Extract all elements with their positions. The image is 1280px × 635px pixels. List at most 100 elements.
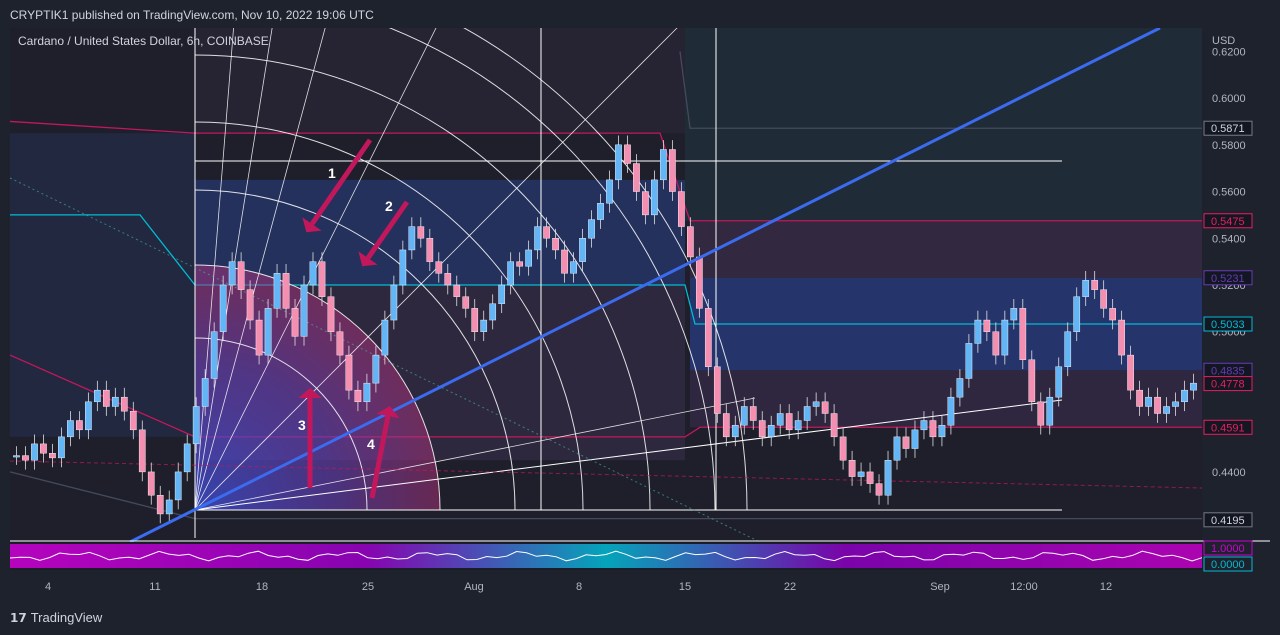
candle-body <box>929 420 937 438</box>
annotation-arrow <box>309 138 373 226</box>
candle-body <box>848 460 856 477</box>
candle-body <box>1154 396 1161 414</box>
candle-body <box>525 249 532 267</box>
candle-body <box>713 366 721 414</box>
candle-body <box>1001 319 1009 356</box>
candle-body <box>1172 401 1179 407</box>
band-fill <box>10 133 195 437</box>
annotation-label: 1 <box>328 165 336 181</box>
candle-body <box>480 319 488 332</box>
candle-body <box>462 296 470 309</box>
candle-body <box>273 273 281 309</box>
candle-body <box>579 238 586 262</box>
publish-header: CRYPTIK1 published on TradingView.com, N… <box>0 0 1280 28</box>
candle-body <box>1145 396 1152 407</box>
candle-body <box>282 273 290 309</box>
candle-body <box>588 219 595 239</box>
candle-body <box>354 389 362 403</box>
candle-body <box>408 226 416 251</box>
candle-body <box>965 343 973 379</box>
candle-body <box>704 308 712 367</box>
time-tick-label: 12 <box>1100 581 1112 593</box>
candle-body <box>381 319 389 356</box>
candle-body <box>570 261 577 274</box>
price-badge <box>1203 512 1253 528</box>
candle-body <box>327 296 335 332</box>
candle-body <box>85 401 92 431</box>
overlay-drawings: 1 2 3 4 <box>129 28 1161 544</box>
candle-body <box>803 406 811 421</box>
candle-body <box>399 249 407 286</box>
indicator-badge-top: 1.0000 <box>1211 543 1245 555</box>
price-badge-label: 0.5231 <box>1211 273 1245 285</box>
candle-body <box>13 455 20 458</box>
tradingview-logo[interactable]: 𝟭𝟳 TradingView <box>10 610 102 625</box>
candle-body <box>893 436 901 461</box>
candle-body <box>309 261 317 286</box>
candle-body <box>767 424 775 438</box>
candle-body <box>94 389 101 403</box>
candle-body <box>507 261 515 286</box>
dashed-line <box>9 460 1203 489</box>
candle-body <box>138 429 146 473</box>
tv-logo-icon: 𝟭𝟳 <box>10 610 27 625</box>
candle-body <box>345 354 353 391</box>
gann-fan-line <box>194 28 234 511</box>
candle-body <box>76 420 83 431</box>
candle-body <box>1028 359 1036 403</box>
candle-body <box>390 284 398 321</box>
price-badge-label: 0.4778 <box>1211 379 1245 391</box>
candle-body <box>120 396 128 412</box>
blue-trend-line <box>129 28 1161 544</box>
candle-body <box>336 331 344 356</box>
band-fill <box>690 370 1202 428</box>
time-tick-label: 18 <box>256 581 268 593</box>
band-line <box>9 120 1202 222</box>
candle-body <box>471 308 479 332</box>
candle-body <box>956 378 964 398</box>
candle-body <box>821 401 829 414</box>
annotation-label: 4 <box>367 436 375 452</box>
candle-body <box>165 499 173 515</box>
candle-body <box>606 179 613 204</box>
time-axis-ticks: 4 11 18 25 Aug 8 15 22 Sep 12:00 12 <box>45 581 1112 593</box>
price-badge <box>1203 376 1253 392</box>
candle-body <box>695 256 703 309</box>
gann-fan-line <box>194 28 678 511</box>
time-tick-label: 8 <box>576 581 582 593</box>
candle-body <box>1010 308 1018 321</box>
candle-body <box>1136 389 1143 407</box>
annotation-label: 3 <box>298 417 306 433</box>
candle-body <box>453 284 461 297</box>
candle-body <box>1064 331 1072 367</box>
candle-body <box>129 410 137 431</box>
candle-body <box>974 319 982 344</box>
candle-body <box>624 144 631 164</box>
price-badge <box>1203 316 1253 332</box>
band-line <box>10 214 1202 325</box>
candle-body <box>1055 366 1063 398</box>
candle-body <box>866 471 874 484</box>
indicator-badges: 1.0000 0.0000 <box>1203 540 1253 572</box>
time-tick-label: 4 <box>45 581 51 593</box>
candle-body <box>543 226 550 239</box>
band-fill <box>690 220 1202 278</box>
candle-body <box>1046 396 1054 426</box>
candle-body <box>58 436 65 459</box>
candle-body <box>1190 382 1197 391</box>
candle-body <box>246 289 254 321</box>
candle-body <box>1118 319 1125 356</box>
annotation-arrowhead <box>376 406 400 419</box>
annotation-arrowhead <box>298 388 322 398</box>
annotation-label: 2 <box>385 198 393 214</box>
candle-body <box>740 406 748 426</box>
candle-body <box>776 413 784 426</box>
time-axis[interactable] <box>10 570 1202 600</box>
candle-body <box>1163 406 1170 414</box>
candle-body <box>363 382 371 403</box>
candle-body <box>992 331 1000 356</box>
price-badge-label: 0.5871 <box>1211 123 1245 135</box>
gann-fan-line <box>194 28 273 511</box>
price-tick-label: 0.5400 <box>1212 233 1246 245</box>
